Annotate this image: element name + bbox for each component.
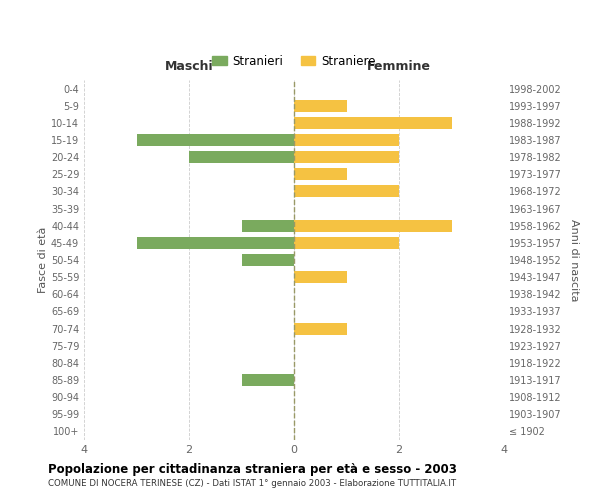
Bar: [137, 237, 294, 249]
Bar: [241, 374, 294, 386]
Text: Femmine: Femmine: [367, 60, 431, 73]
Bar: [241, 254, 294, 266]
Legend: Stranieri, Straniere: Stranieri, Straniere: [208, 50, 380, 72]
Text: Maschi: Maschi: [164, 60, 214, 73]
Bar: [294, 117, 452, 129]
Text: COMUNE DI NOCERA TERINESE (CZ) - Dati ISTAT 1° gennaio 2003 - Elaborazione TUTTI: COMUNE DI NOCERA TERINESE (CZ) - Dati IS…: [48, 479, 456, 488]
Bar: [294, 271, 347, 283]
Bar: [137, 134, 294, 146]
Bar: [241, 220, 294, 232]
Bar: [189, 151, 294, 163]
Bar: [294, 237, 399, 249]
Bar: [294, 100, 347, 112]
Text: Popolazione per cittadinanza straniera per età e sesso - 2003: Popolazione per cittadinanza straniera p…: [48, 462, 457, 475]
Bar: [294, 220, 452, 232]
Bar: [294, 134, 399, 146]
Bar: [294, 322, 347, 334]
Bar: [294, 151, 399, 163]
Y-axis label: Fasce di età: Fasce di età: [38, 227, 48, 293]
Y-axis label: Anni di nascita: Anni di nascita: [569, 219, 578, 301]
Bar: [294, 186, 399, 198]
Bar: [294, 168, 347, 180]
